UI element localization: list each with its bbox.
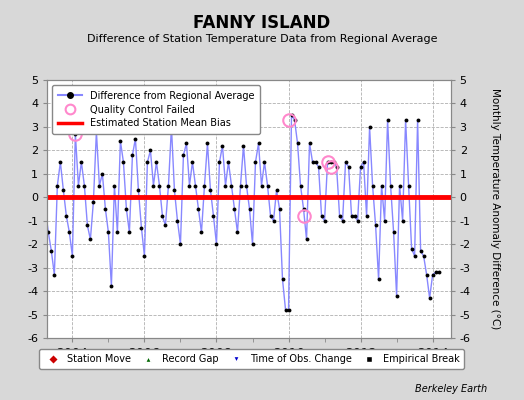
Legend: Station Move, Record Gap, Time of Obs. Change, Empirical Break: Station Move, Record Gap, Time of Obs. C…: [39, 350, 464, 369]
Y-axis label: Monthly Temperature Anomaly Difference (°C): Monthly Temperature Anomaly Difference (…: [490, 88, 500, 330]
Legend: Difference from Regional Average, Quality Control Failed, Estimated Station Mean: Difference from Regional Average, Qualit…: [52, 85, 260, 134]
Text: Difference of Station Temperature Data from Regional Average: Difference of Station Temperature Data f…: [87, 34, 437, 44]
Text: FANNY ISLAND: FANNY ISLAND: [193, 14, 331, 32]
Text: Berkeley Earth: Berkeley Earth: [415, 384, 487, 394]
